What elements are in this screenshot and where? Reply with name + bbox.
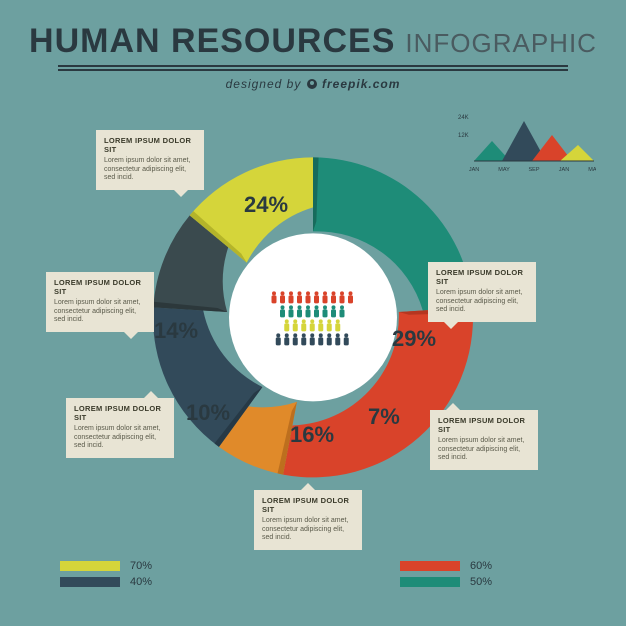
legend-swatch xyxy=(400,577,460,587)
person-icon xyxy=(340,291,345,303)
callout-yellow: LOREM IPSUM DOLOR SIT Lorem ipsum dolor s… xyxy=(46,272,154,332)
legend-label: 60% xyxy=(470,560,492,572)
mini-chart: 24K 12K JAN MAY SEP JAN MAY xyxy=(456,105,596,180)
callout-body: Lorem ipsum dolor sit amet, consectetur … xyxy=(104,157,196,183)
person-icon xyxy=(310,319,315,331)
legend-label: 40% xyxy=(130,576,152,588)
byline: designed by freepik.com xyxy=(0,77,626,91)
legend-row: 60% xyxy=(400,560,492,572)
pct-label-slate: 10% xyxy=(186,400,230,426)
mini-xlabel: MAY xyxy=(588,167,596,173)
legend-label: 50% xyxy=(470,576,492,588)
legend-swatch xyxy=(60,577,120,587)
legend-label: 70% xyxy=(130,560,152,572)
person-icon xyxy=(306,291,311,303)
logo-icon xyxy=(306,78,318,90)
person-icon xyxy=(301,319,306,331)
mini-xlabel: JAN xyxy=(559,167,569,173)
callout-body: Lorem ipsum dolor sit amet, consectetur … xyxy=(54,299,146,325)
header: HUMAN RESOURCES INFOGRAPHIC designed by … xyxy=(0,0,626,91)
title-main: HUMAN RESOURCES xyxy=(29,22,395,61)
person-icon xyxy=(280,305,285,317)
title-sub: INFOGRAPHIC xyxy=(405,28,597,59)
person-icon xyxy=(331,291,336,303)
person-icon xyxy=(335,333,340,345)
person-icon xyxy=(318,333,323,345)
pct-label-navy: 16% xyxy=(290,422,334,448)
pct-label-yellow: 14% xyxy=(154,318,198,344)
person-icon xyxy=(344,333,349,345)
person-icon xyxy=(301,333,306,345)
callout-body: Lorem ipsum dolor sit amet, consectetur … xyxy=(74,425,166,451)
callout-body: Lorem ipsum dolor sit amet, consectetur … xyxy=(436,289,528,315)
mini-xlabel: JAN xyxy=(469,167,479,173)
mini-ylabel: 24K xyxy=(458,115,469,121)
legend-row: 50% xyxy=(400,576,492,588)
callout-teal: LOREM IPSUM DOLOR SIT Lorem ipsum dolor s… xyxy=(96,130,204,190)
person-icon xyxy=(314,305,319,317)
callout-body: Lorem ipsum dolor sit amet, consectetur … xyxy=(438,437,530,463)
person-icon xyxy=(280,291,285,303)
person-icon xyxy=(293,333,298,345)
pct-label-teal: 24% xyxy=(244,192,288,218)
legend-left: 70%40% xyxy=(60,560,152,592)
byline-prefix: designed by xyxy=(226,77,306,91)
byline-brand: freepik.com xyxy=(322,77,400,91)
pct-label-red: 29% xyxy=(392,326,436,352)
callout-orange: LOREM IPSUM DOLOR SIT Lorem ipsum dolor s… xyxy=(430,410,538,470)
callout-navy: LOREM IPSUM DOLOR SIT Lorem ipsum dolor s… xyxy=(254,490,362,550)
person-icon xyxy=(289,291,294,303)
person-icon xyxy=(348,291,353,303)
callout-heading: LOREM IPSUM DOLOR SIT xyxy=(436,268,528,287)
person-icon xyxy=(340,305,345,317)
mini-xlabel: SEP xyxy=(528,167,539,173)
legend-row: 70% xyxy=(60,560,152,572)
person-icon xyxy=(276,333,281,345)
person-icon xyxy=(272,291,277,303)
person-icon xyxy=(318,319,323,331)
person-icon xyxy=(297,305,302,317)
person-icon xyxy=(314,291,319,303)
callout-heading: LOREM IPSUM DOLOR SIT xyxy=(54,278,146,297)
person-icon xyxy=(335,319,340,331)
callout-red: LOREM IPSUM DOLOR SIT Lorem ipsum dolor s… xyxy=(428,262,536,322)
person-icon xyxy=(331,305,336,317)
mini-chart-svg: 24K 12K JAN MAY SEP JAN MAY xyxy=(456,105,596,175)
person-icon xyxy=(297,291,302,303)
legend-right: 60%50% xyxy=(400,560,492,592)
legend-row: 40% xyxy=(60,576,152,588)
callout-body: Lorem ipsum dolor sit amet, consectetur … xyxy=(262,517,354,543)
person-icon xyxy=(289,305,294,317)
person-icon xyxy=(293,319,298,331)
mini-ylabel: 12K xyxy=(458,133,469,139)
callout-slate: LOREM IPSUM DOLOR SIT Lorem ipsum dolor s… xyxy=(66,398,174,458)
title: HUMAN RESOURCES INFOGRAPHIC xyxy=(0,22,626,61)
donut-center xyxy=(229,233,397,401)
header-rule xyxy=(58,65,568,71)
person-icon xyxy=(323,305,328,317)
person-icon xyxy=(284,333,289,345)
callout-heading: LOREM IPSUM DOLOR SIT xyxy=(262,496,354,515)
callout-heading: LOREM IPSUM DOLOR SIT xyxy=(74,404,166,423)
person-icon xyxy=(284,319,289,331)
mini-xlabel: MAY xyxy=(498,167,510,173)
legend-swatch xyxy=(60,561,120,571)
pct-label-orange: 7% xyxy=(368,404,400,430)
person-icon xyxy=(327,319,332,331)
person-icon xyxy=(323,291,328,303)
person-icon xyxy=(306,305,311,317)
callout-heading: LOREM IPSUM DOLOR SIT xyxy=(438,416,530,435)
person-icon xyxy=(327,333,332,345)
legend-swatch xyxy=(400,561,460,571)
person-icon xyxy=(310,333,315,345)
callout-heading: LOREM IPSUM DOLOR SIT xyxy=(104,136,196,155)
